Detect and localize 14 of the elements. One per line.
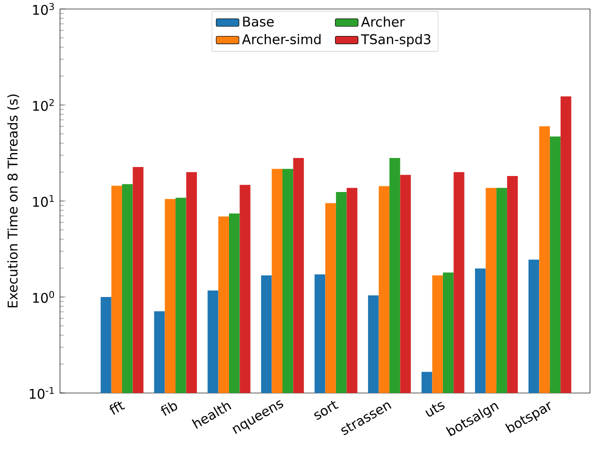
y-tick-label: 10$^{2}$	[33, 99, 54, 111]
y-tick-label: 10$^{0}$	[33, 291, 54, 303]
legend-label: Base	[243, 16, 274, 27]
x-tick-label: sort	[314, 400, 339, 420]
x-tick-label: uts	[425, 402, 445, 417]
legend-label: Archer-simd	[242, 34, 321, 44]
y-tick-label: 10$^{3}$	[33, 3, 54, 15]
y-tick-label: 10$^{1}$	[33, 195, 54, 207]
y-tick-label: 10$^{-1}$	[30, 387, 54, 399]
x-tick-label: fib	[160, 402, 178, 416]
legend-label: Archer	[361, 16, 405, 27]
y-axis-title: Execution Time on 8 Threads (s)	[7, 94, 20, 308]
legend-label: TSan-spd3	[360, 34, 430, 47]
x-tick-label: fft	[110, 401, 126, 415]
